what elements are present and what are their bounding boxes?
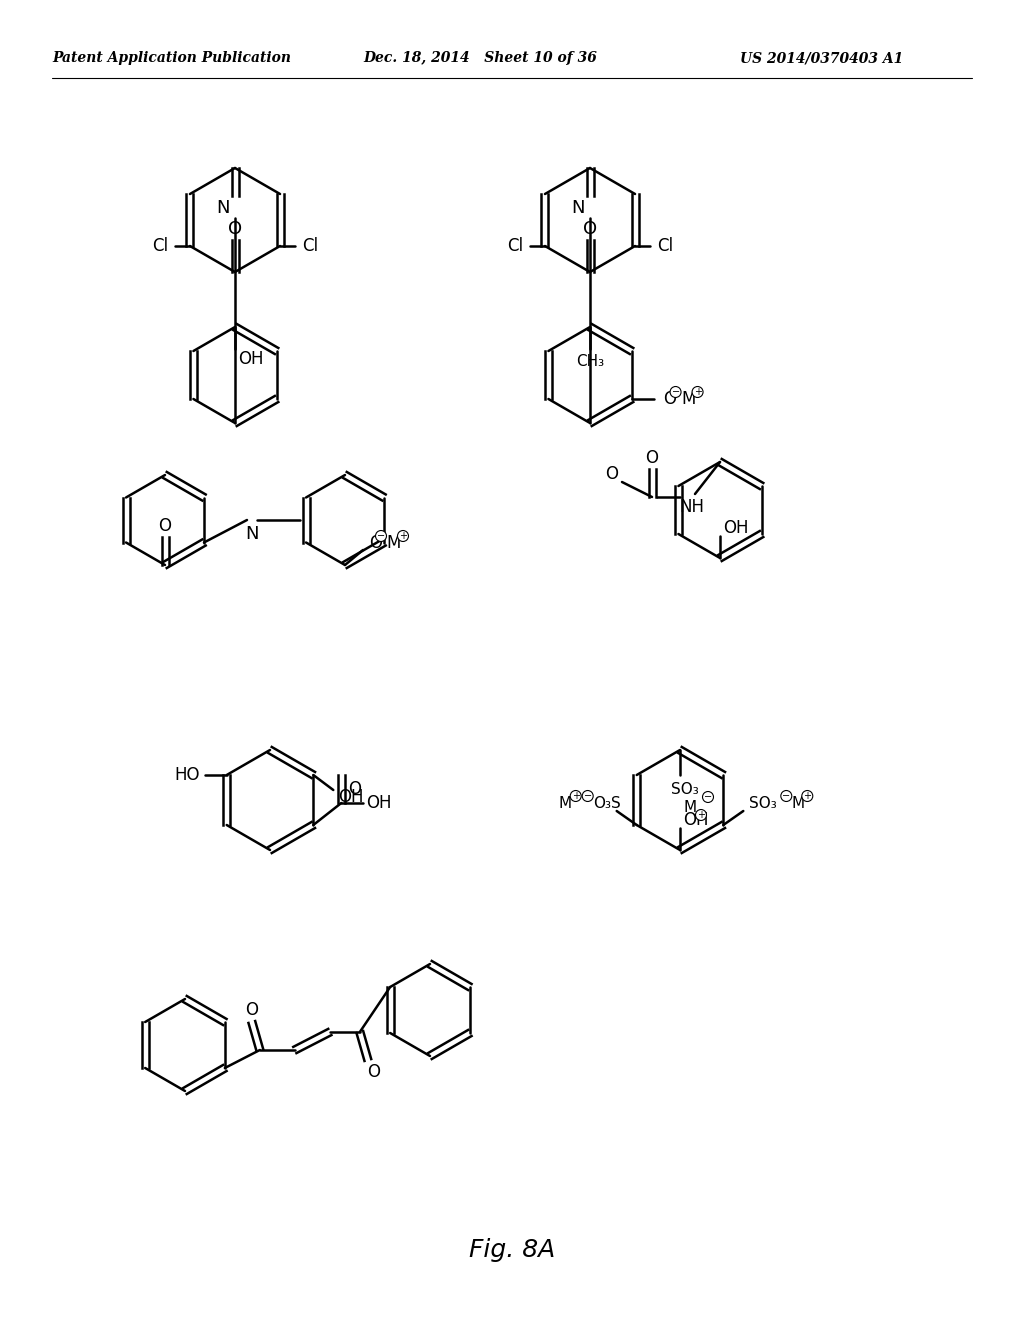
- Text: O: O: [159, 517, 171, 535]
- Text: O: O: [605, 465, 618, 483]
- Text: M: M: [387, 535, 401, 552]
- Text: O: O: [645, 449, 658, 467]
- Text: Cl: Cl: [507, 238, 523, 255]
- Text: M: M: [683, 800, 696, 816]
- Text: Cl: Cl: [152, 238, 168, 255]
- Text: −: −: [672, 387, 680, 397]
- Text: Cl: Cl: [302, 238, 318, 255]
- Text: −: −: [703, 792, 712, 803]
- Text: +: +: [693, 387, 701, 397]
- Text: OH: OH: [723, 519, 749, 537]
- Text: −: −: [377, 531, 385, 541]
- Text: O: O: [348, 780, 360, 799]
- Text: Dec. 18, 2014   Sheet 10 of 36: Dec. 18, 2014 Sheet 10 of 36: [362, 51, 597, 65]
- Text: SO₃: SO₃: [671, 783, 698, 797]
- Text: M: M: [681, 389, 695, 408]
- Text: +: +: [399, 531, 407, 541]
- Text: M: M: [792, 796, 805, 810]
- Text: O: O: [228, 220, 242, 238]
- Text: −: −: [782, 791, 791, 801]
- Text: M: M: [558, 796, 571, 810]
- Text: OH: OH: [239, 350, 264, 368]
- Text: N: N: [245, 525, 259, 543]
- Text: US 2014/0370403 A1: US 2014/0370403 A1: [740, 51, 903, 65]
- Text: +: +: [571, 791, 580, 801]
- Text: Cl: Cl: [657, 238, 673, 255]
- Text: SO₃: SO₃: [750, 796, 777, 810]
- Text: Patent Application Publication: Patent Application Publication: [52, 51, 291, 65]
- Text: OH: OH: [683, 810, 709, 829]
- Text: CH₃: CH₃: [575, 354, 604, 368]
- Text: +: +: [697, 810, 705, 820]
- Text: O: O: [246, 1001, 258, 1019]
- Text: O: O: [664, 389, 677, 408]
- Text: OH: OH: [367, 795, 392, 812]
- Text: N: N: [571, 199, 585, 216]
- Text: −: −: [584, 791, 592, 801]
- Text: HO: HO: [174, 766, 200, 784]
- Text: NH: NH: [680, 498, 705, 516]
- Text: Fig. 8A: Fig. 8A: [469, 1238, 555, 1262]
- Text: O: O: [583, 220, 597, 238]
- Text: N: N: [216, 199, 229, 216]
- Text: OH: OH: [339, 788, 365, 807]
- Text: +: +: [803, 791, 811, 801]
- Text: O: O: [368, 1063, 380, 1081]
- Text: O: O: [369, 535, 382, 552]
- Text: O₃S: O₃S: [593, 796, 621, 810]
